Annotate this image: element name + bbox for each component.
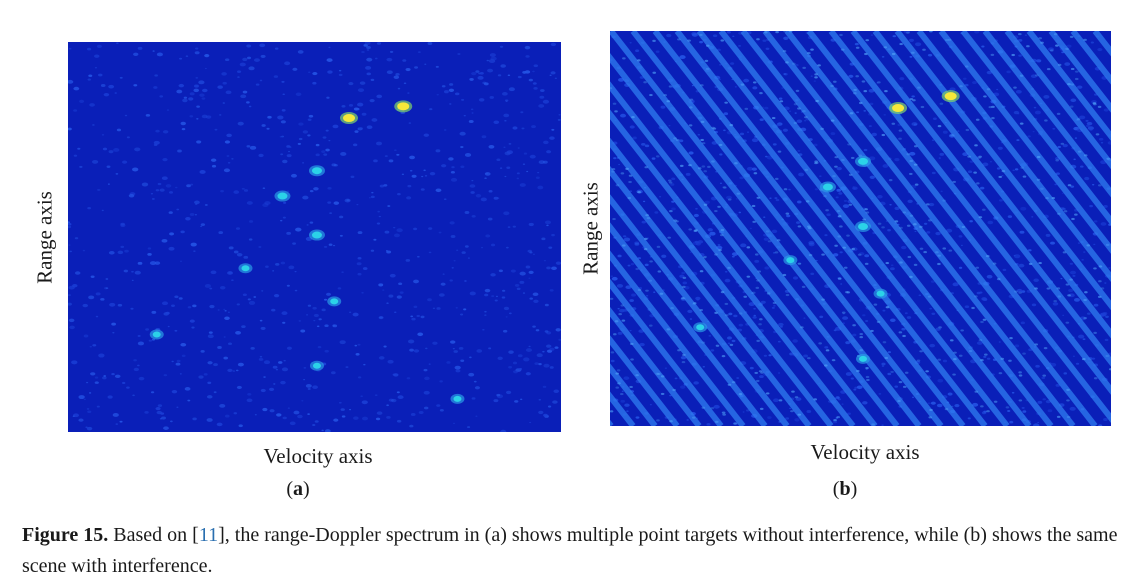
point-target <box>312 362 321 369</box>
citation-link[interactable]: 11 <box>198 524 219 546</box>
point-target <box>944 92 957 101</box>
caption-text-start: Based on [ <box>108 524 199 546</box>
point-target <box>892 104 905 113</box>
point-target <box>876 290 885 297</box>
interference-stripes <box>610 31 1111 426</box>
point-target <box>696 324 705 331</box>
subfigure-label-a: (a) <box>286 478 310 500</box>
noise-speckle <box>68 42 561 432</box>
x-axis-label-b: Velocity axis <box>810 440 920 464</box>
y-axis-label-b: Range axis <box>578 182 603 275</box>
x-axis-label-a: Velocity axis <box>263 444 373 468</box>
point-target <box>277 192 288 200</box>
point-target <box>343 114 356 123</box>
point-target <box>311 231 322 239</box>
figure-caption: Figure 15. Based on [11], the range-Dopp… <box>22 520 1132 582</box>
point-target <box>858 157 869 165</box>
point-target <box>786 257 795 264</box>
point-target <box>859 355 868 362</box>
figure-number: Figure 15. <box>22 524 109 546</box>
heatmap-panel-a <box>68 42 561 432</box>
point-target <box>858 223 869 231</box>
point-target <box>330 298 339 305</box>
point-target <box>453 395 462 402</box>
noise-speckle-bright <box>610 31 1111 426</box>
point-target <box>241 265 250 272</box>
subfigure-label-b: (b) <box>832 478 858 500</box>
point-target <box>397 102 410 111</box>
point-target <box>822 183 833 191</box>
range-doppler-plot-b <box>610 31 1111 426</box>
point-target <box>311 167 322 175</box>
range-doppler-plot-a <box>68 42 561 432</box>
y-axis-label-a: Range axis <box>32 191 57 284</box>
caption-text-end: ], the range-Doppler spectrum in (a) sho… <box>22 524 1118 577</box>
point-target <box>152 331 161 338</box>
heatmap-panel-b <box>610 31 1111 426</box>
